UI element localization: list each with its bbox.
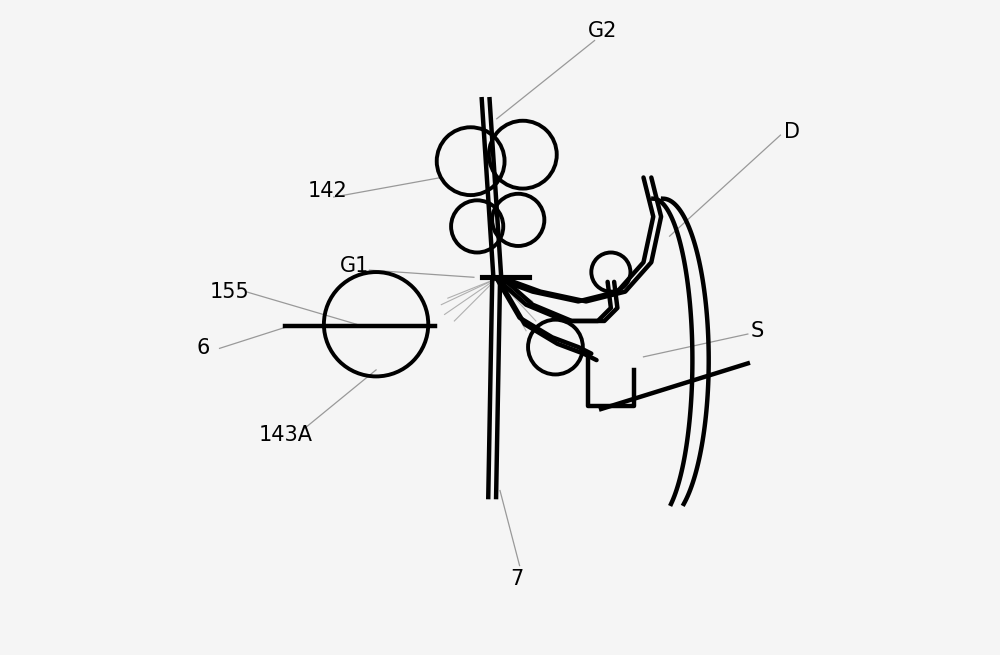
Text: 6: 6 (197, 339, 210, 358)
Text: 7: 7 (510, 569, 523, 589)
Text: 142: 142 (308, 181, 347, 200)
Text: 143A: 143A (259, 425, 313, 445)
Text: 155: 155 (210, 282, 250, 302)
Text: G2: G2 (588, 21, 617, 41)
Text: D: D (784, 122, 800, 142)
Text: S: S (751, 321, 764, 341)
Text: G1: G1 (340, 255, 370, 276)
